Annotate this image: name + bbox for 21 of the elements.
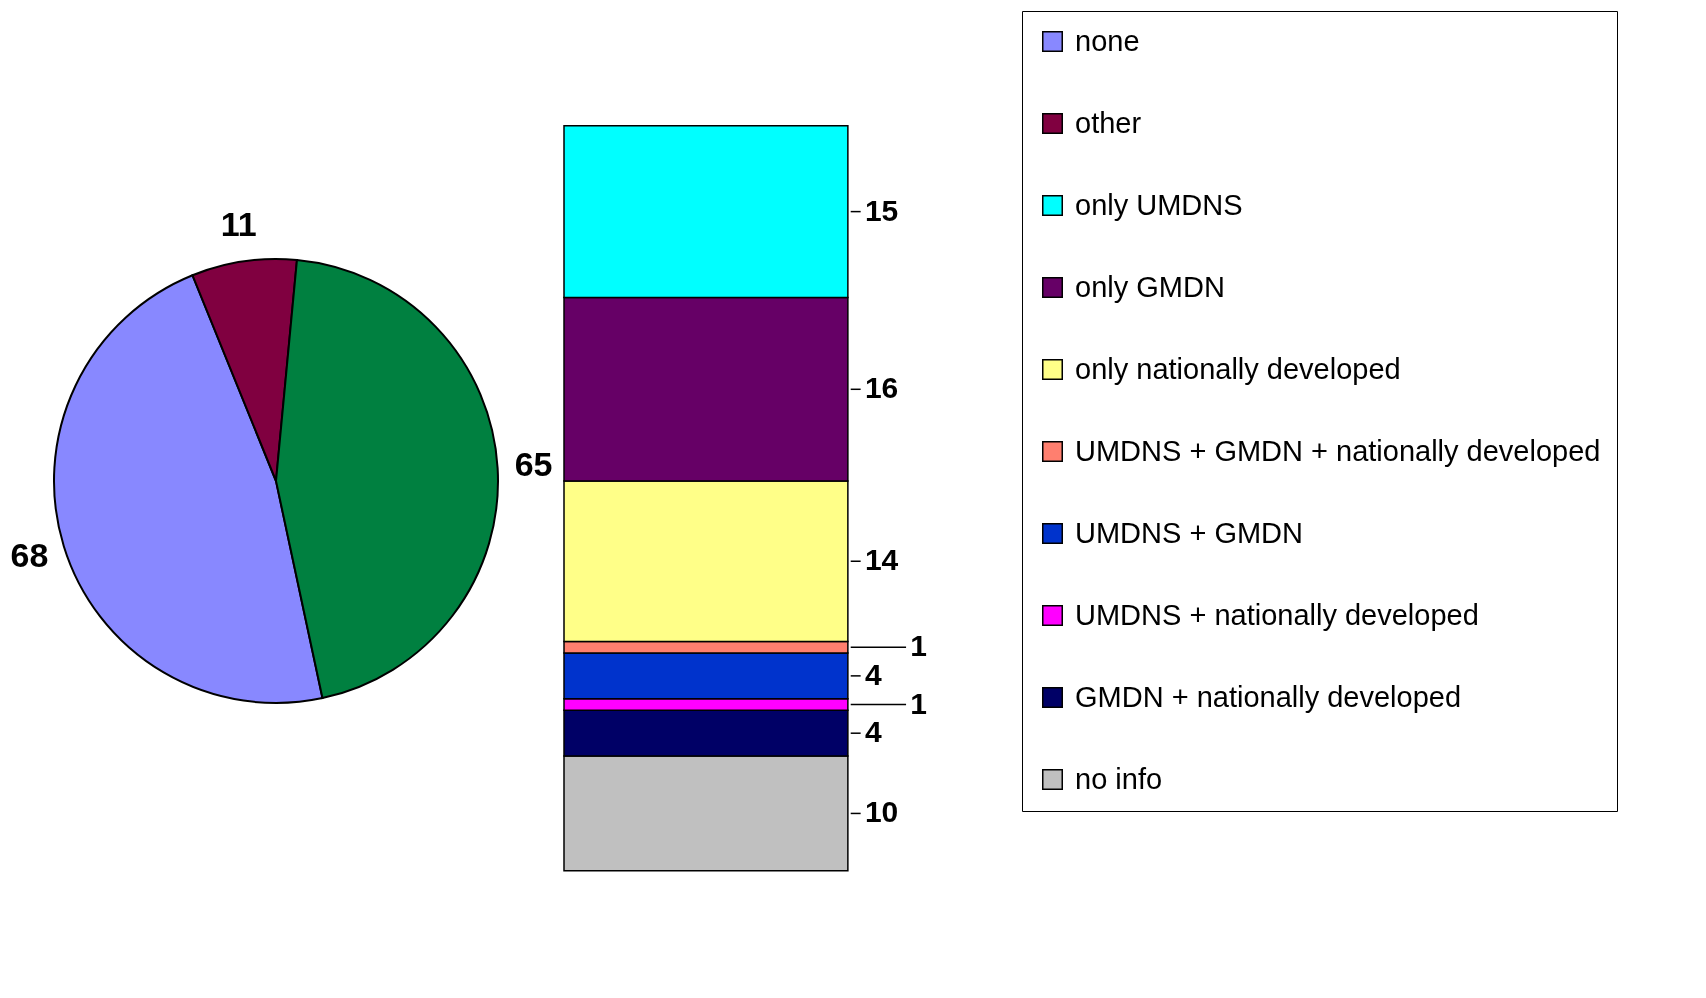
data-label: 1 <box>910 629 928 663</box>
data-label: 11 <box>220 204 257 243</box>
data-label: 68 <box>10 535 49 574</box>
legend-label: only nationally developed <box>1075 352 1401 385</box>
legend-label: UMDNS + GMDN <box>1075 516 1303 549</box>
data-label: 4 <box>864 657 882 691</box>
legend-label: only GMDN <box>1075 270 1225 303</box>
legend-label: UMDNS + nationally developed <box>1075 598 1479 631</box>
data-label: 1 <box>910 686 928 720</box>
legend-label: no info <box>1075 762 1163 795</box>
data-label: 4 <box>864 715 882 749</box>
data-label: 65 <box>514 445 553 483</box>
legend-label: GMDN + nationally developed <box>1075 680 1462 713</box>
legend-label: other <box>1075 106 1142 139</box>
legend-label: only UMDNS <box>1075 188 1243 221</box>
legend-label: UMDNS + GMDN + nationally developed <box>1075 434 1601 467</box>
data-label: 14 <box>864 543 899 577</box>
data-label: 16 <box>864 371 899 405</box>
legend-label: none <box>1075 24 1140 57</box>
data-label: 15 <box>864 193 899 227</box>
data-label: 10 <box>864 795 899 829</box>
